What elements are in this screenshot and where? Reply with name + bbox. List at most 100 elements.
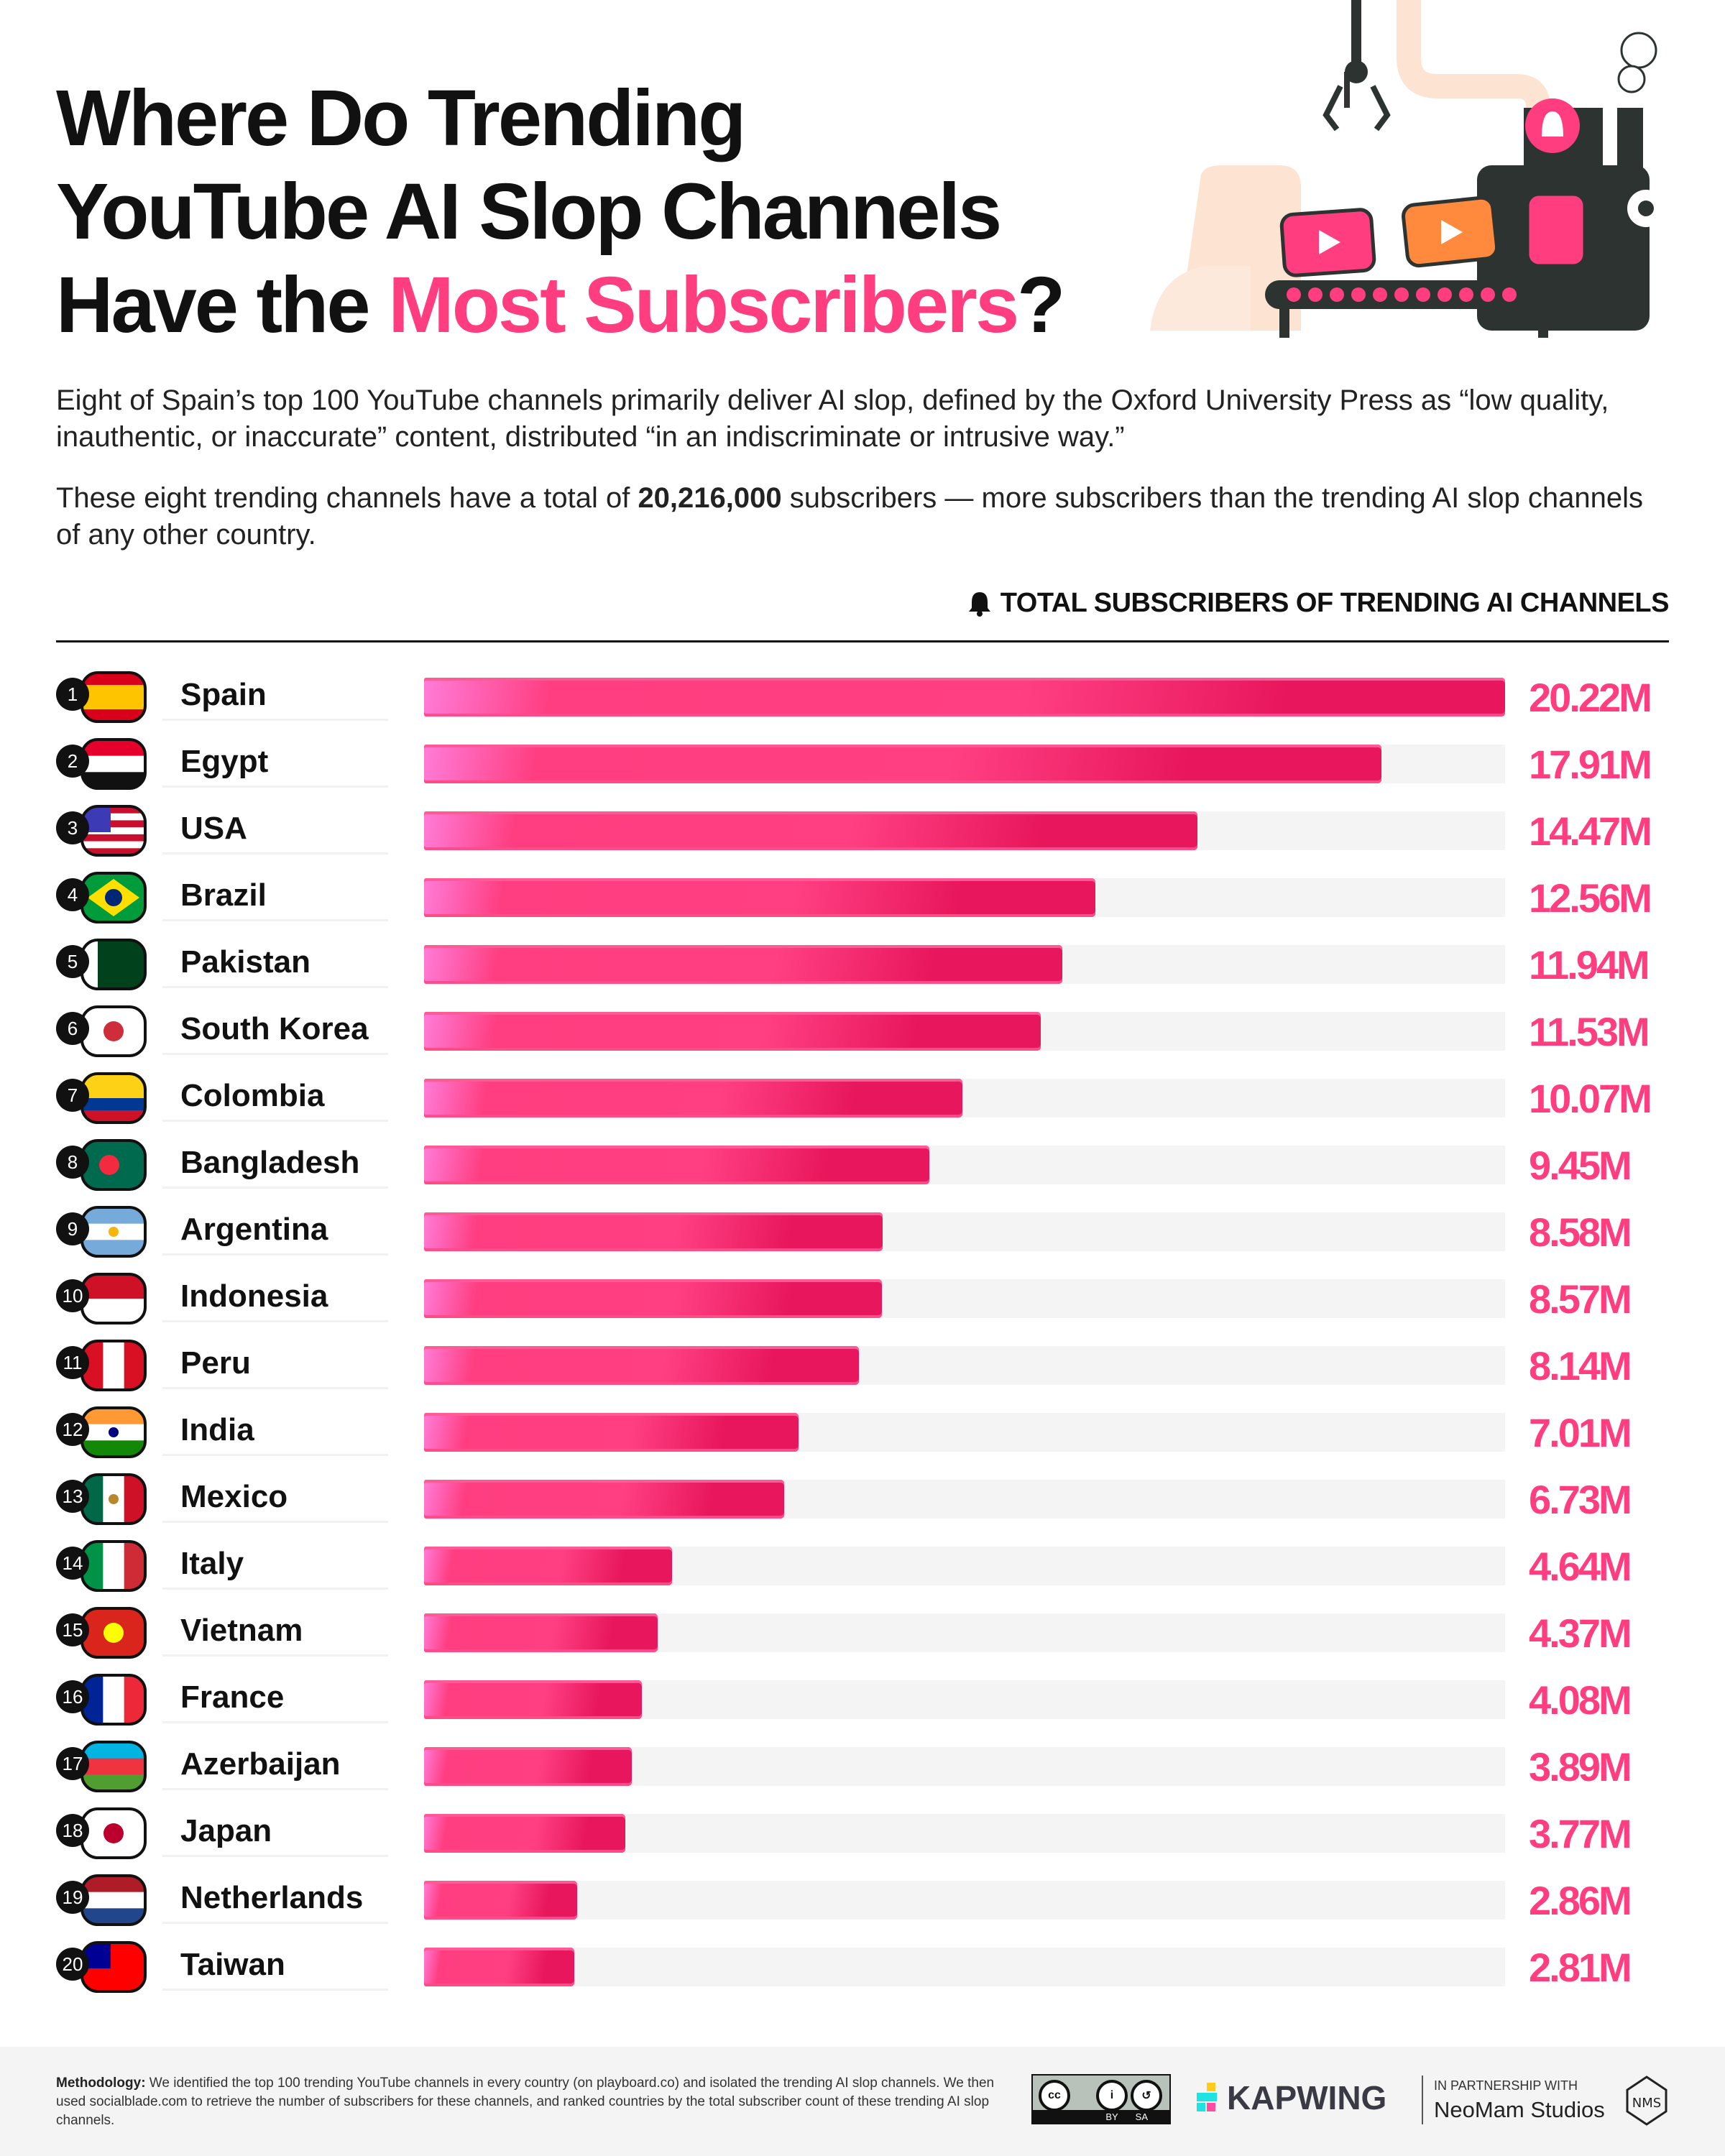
bar-track xyxy=(424,1948,1505,1986)
rank-badge: 5 xyxy=(56,945,89,978)
value-label: 11.53M xyxy=(1529,1009,1650,1054)
bar-track xyxy=(424,1881,1505,1920)
rank-badge: 17 xyxy=(56,1747,89,1780)
country-name: Azerbaijan xyxy=(180,1746,341,1782)
name-underline xyxy=(162,1053,388,1055)
name-underline xyxy=(162,1922,388,1924)
rank-badge: 16 xyxy=(56,1680,89,1713)
flag-icon-indonesia xyxy=(80,1273,147,1325)
chart-row: 8 Bangladesh 9.45M xyxy=(0,1139,1725,1232)
chart-row: 16 France 4.08M xyxy=(0,1674,1725,1766)
bar-france xyxy=(424,1680,643,1719)
bar-track xyxy=(424,1212,1505,1251)
page-title: Where Do Trending YouTube AI Slop Channe… xyxy=(56,72,1065,352)
bar-peru xyxy=(424,1346,860,1385)
country-name: Spain xyxy=(180,677,267,712)
kapwing-logo[interactable]: KAPWING xyxy=(1197,2078,1386,2117)
country-name: Argentina xyxy=(180,1212,328,1247)
flag-icon-bangladesh xyxy=(80,1139,147,1191)
chart-row: 17 Azerbaijan 3.89M xyxy=(0,1741,1725,1833)
country-name: Brazil xyxy=(180,877,267,913)
intro-paragraph: Eight of Spain’s top 100 YouTube channel… xyxy=(56,384,1609,453)
country-name: Bangladesh xyxy=(180,1145,360,1180)
footer: Methodology: We identified the top 100 t… xyxy=(0,2047,1725,2156)
chart-row: 9 Argentina 8.58M xyxy=(0,1206,1725,1299)
license-sa: SA xyxy=(1135,2111,1148,2122)
rank-badge: 15 xyxy=(56,1613,89,1646)
bar-track xyxy=(424,1279,1505,1318)
flag-icon-france xyxy=(80,1674,147,1726)
country-name: Egypt xyxy=(180,744,269,779)
svg-text:NMS: NMS xyxy=(1632,2096,1661,2111)
name-underline xyxy=(162,986,388,988)
bar-track xyxy=(424,1012,1505,1051)
chart-row: 13 Mexico 6.73M xyxy=(0,1473,1725,1566)
flag-icon-south-korea xyxy=(80,1005,147,1057)
bar-track xyxy=(424,878,1505,917)
rank-badge: 9 xyxy=(56,1212,89,1245)
chart-row: 3 USA 14.47M xyxy=(0,805,1725,898)
country-name: India xyxy=(180,1412,254,1447)
flag-icon-azerbaijan xyxy=(80,1741,147,1792)
summary-prefix: These eight trending channels have a tot… xyxy=(56,482,638,514)
value-label: 20.22M xyxy=(1529,675,1652,720)
rank-badge: 14 xyxy=(56,1547,89,1580)
license-by: BY xyxy=(1105,2111,1118,2122)
bar-brazil xyxy=(424,878,1096,917)
chart-row: 2 Egypt 17.91M xyxy=(0,738,1725,831)
flag-icon-brazil xyxy=(80,872,147,923)
rank-badge: 6 xyxy=(56,1012,89,1045)
bar-track xyxy=(424,1346,1505,1385)
flag-icon-taiwan xyxy=(80,1941,147,1993)
name-underline xyxy=(162,1721,388,1723)
flag-icon-vietnam xyxy=(80,1607,147,1659)
footer-divider xyxy=(1422,2076,1423,2124)
bar-egypt xyxy=(424,745,1382,783)
flag-icon-mexico xyxy=(80,1473,147,1525)
summary-suffix: subscribers — more subscribers than the … xyxy=(56,482,1644,550)
name-underline xyxy=(162,1454,388,1456)
rank-badge: 18 xyxy=(56,1814,89,1847)
country-name: Pakistan xyxy=(180,944,310,980)
country-name: Mexico xyxy=(180,1479,288,1514)
name-underline xyxy=(162,1588,388,1590)
chart-title-text: TOTAL SUBSCRIBERS OF TRENDING AI CHANNEL… xyxy=(1000,588,1670,618)
bar-track xyxy=(424,1480,1505,1519)
bar-track xyxy=(424,1146,1505,1184)
flag-icon-egypt xyxy=(80,738,147,790)
creative-commons-badge[interactable]: cc i ↺ BY SA xyxy=(1031,2074,1171,2124)
rank-badge: 20 xyxy=(56,1948,89,1981)
flag-icon-colombia xyxy=(80,1072,147,1124)
value-label: 2.81M xyxy=(1529,1945,1632,1990)
value-label: 12.56M xyxy=(1529,875,1652,921)
cc-icon: cc xyxy=(1039,2080,1070,2111)
title-line-2: YouTube AI Slop Channels xyxy=(56,167,1002,256)
bar-pakistan xyxy=(424,945,1063,984)
rank-badge: 12 xyxy=(56,1413,89,1446)
title-line-1: Where Do Trending xyxy=(56,74,746,162)
name-underline xyxy=(162,1855,388,1857)
rank-badge: 4 xyxy=(56,878,89,911)
rank-badge: 8 xyxy=(56,1146,89,1179)
country-name: Taiwan xyxy=(180,1947,285,1982)
kapwing-wordmark: KAPWING xyxy=(1227,2079,1387,2116)
bar-track xyxy=(424,1613,1505,1652)
chart-row: 12 India 7.01M xyxy=(0,1406,1725,1499)
rank-badge: 11 xyxy=(56,1346,89,1379)
bar-indonesia xyxy=(424,1279,883,1318)
bar-track xyxy=(424,945,1505,984)
country-name: Peru xyxy=(180,1345,251,1381)
flag-icon-italy xyxy=(80,1540,147,1592)
country-name: USA xyxy=(180,811,247,846)
partner-name[interactable]: NeoMam Studios xyxy=(1434,2097,1605,2122)
value-label: 8.58M xyxy=(1529,1210,1632,1255)
chart-row: 11 Peru 8.14M xyxy=(0,1340,1725,1432)
bar-track xyxy=(424,1079,1505,1118)
bar-netherlands xyxy=(424,1881,577,1920)
chart-row: 14 Italy 4.64M xyxy=(0,1540,1725,1633)
chart-row: 10 Indonesia 8.57M xyxy=(0,1273,1725,1365)
methodology-text: We identified the top 100 trending YouTu… xyxy=(56,2076,995,2128)
name-underline xyxy=(162,1320,388,1322)
chart-row: 19 Netherlands 2.86M xyxy=(0,1874,1725,1967)
bar-track xyxy=(424,1814,1505,1853)
